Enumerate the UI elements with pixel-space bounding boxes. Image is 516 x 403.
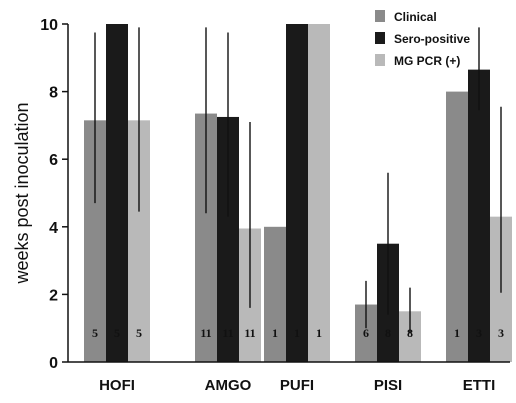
bar-hofi-mg-pcr: [128, 120, 150, 362]
bar-pufi-clinical: [264, 226, 286, 362]
legend-label-mg-pcr: MG PCR (+): [394, 54, 460, 68]
bar-pufi-mg-pcr: [308, 24, 330, 362]
y-tick-label-6: 6: [49, 152, 58, 169]
n-label-pufi-mg-pcr: 1: [316, 326, 322, 340]
n-label-amgo-clinical: 11: [200, 326, 211, 340]
y-axis-title: weeks post inoculation: [12, 102, 32, 284]
bar-hofi-sero-positive: [106, 24, 128, 362]
category-label-pufi: PUFI: [280, 377, 314, 394]
legend-swatch-sero-positive: [375, 32, 385, 44]
sample-size-labels-layer: 5 5 5 11 11 11 1 1 1 6 8 8 1 3 3: [92, 326, 504, 340]
category-label-etti: ETTI: [463, 377, 496, 394]
n-label-pisi-clinical: 6: [363, 326, 369, 340]
y-tick-label-2: 2: [49, 287, 58, 304]
bar-amgo-clinical: [195, 113, 217, 362]
legend-label-sero-positive: Sero-positive: [394, 32, 470, 46]
legend-swatch-clinical: [375, 10, 385, 22]
y-tick-label-0: 0: [49, 355, 58, 372]
bar-hofi-clinical: [84, 120, 106, 362]
n-label-hofi-mg-pcr: 5: [136, 326, 142, 340]
bar-amgo-sero-positive: [217, 116, 239, 362]
bar-pisi-clinical: [355, 304, 377, 362]
bar-pisi-mg-pcr: [399, 311, 421, 362]
n-label-amgo-sero-positive: 11: [222, 326, 233, 340]
bar-pufi-sero-positive: [286, 24, 308, 362]
legend-swatch-mg-pcr: [375, 54, 385, 66]
n-label-etti-mg-pcr: 3: [498, 326, 504, 340]
n-label-etti-sero-positive: 3: [476, 326, 482, 340]
category-label-amgo: AMGO: [205, 377, 252, 394]
legend: Clinical Sero-positive MG PCR (+): [375, 10, 470, 68]
category-label-pisi: PISI: [374, 377, 402, 394]
y-tick-label-10: 10: [40, 17, 58, 34]
n-label-hofi-sero-positive: 5: [114, 326, 120, 340]
bar-etti-sero-positive: [468, 69, 490, 362]
n-label-etti-clinical: 1: [454, 326, 460, 340]
bar-etti-clinical: [446, 91, 468, 362]
axes-layer: HOFI AMGO PUFI PISI ETTI 0 2 4 6 8 10: [40, 17, 510, 394]
legend-label-clinical: Clinical: [394, 10, 437, 24]
n-label-pufi-clinical: 1: [272, 326, 278, 340]
n-label-pisi-mg-pcr: 8: [407, 326, 413, 340]
n-label-hofi-clinical: 5: [92, 326, 98, 340]
n-label-amgo-mg-pcr: 11: [244, 326, 255, 340]
n-label-pufi-sero-positive: 1: [294, 326, 300, 340]
y-tick-label-8: 8: [49, 85, 58, 102]
bars-layer: [84, 24, 512, 362]
error-bars-layer: [94, 27, 502, 334]
category-label-hofi: HOFI: [99, 377, 135, 394]
n-label-pisi-sero-positive: 8: [385, 326, 391, 340]
y-tick-label-4: 4: [49, 220, 58, 237]
